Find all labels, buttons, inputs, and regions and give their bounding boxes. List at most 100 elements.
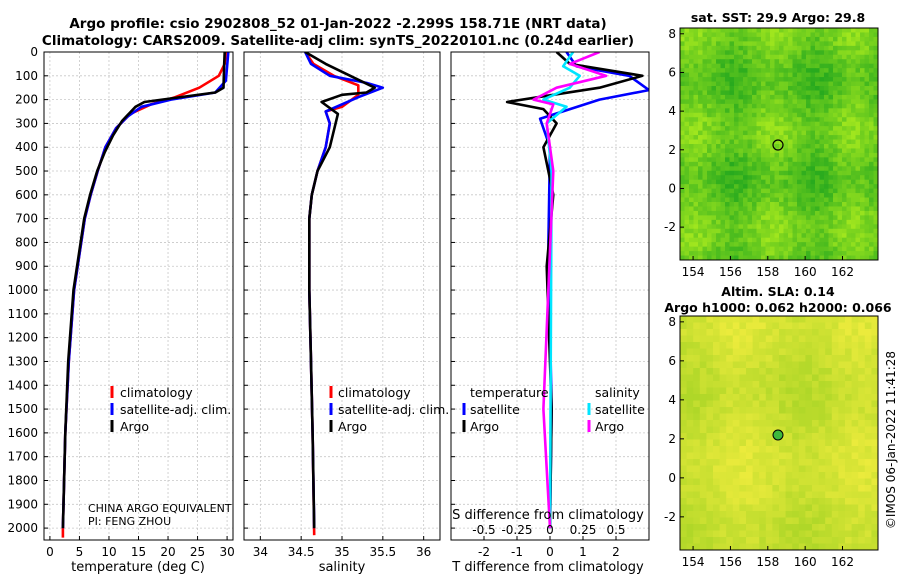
heatmap-cell <box>689 237 694 243</box>
heatmap-cell <box>818 465 826 473</box>
heatmap-cell <box>693 215 699 221</box>
heatmap-cell <box>788 77 793 82</box>
heatmap-cell <box>732 426 740 434</box>
heatmap-cell <box>752 157 757 163</box>
heatmap-cell <box>743 28 748 33</box>
heatmap-cell <box>779 45 784 51</box>
heatmap-cell <box>797 108 802 114</box>
heatmap-cell <box>828 144 834 149</box>
float-location-marker <box>772 429 784 441</box>
heatmap-cell <box>716 202 721 207</box>
heatmap-cell <box>873 94 879 100</box>
heatmap-cell <box>851 400 859 408</box>
heatmap-cell <box>719 491 727 499</box>
heatmap-cell <box>680 63 685 69</box>
heatmap-cell <box>845 491 852 499</box>
heatmap-cell <box>693 446 701 453</box>
heatmap-cell <box>765 355 773 362</box>
heatmap-cell <box>713 511 720 518</box>
heatmap-cell <box>864 148 870 154</box>
heatmap-cell <box>828 50 834 56</box>
heatmap-cell <box>783 161 789 167</box>
heatmap-cell <box>815 202 820 207</box>
map-y-tick-label: 8 <box>668 315 676 329</box>
heatmap-cell <box>797 68 802 74</box>
heatmap-cell <box>698 246 703 252</box>
heatmap-cell <box>738 193 744 198</box>
heatmap-cell <box>864 504 872 512</box>
heatmap-cell <box>698 86 703 91</box>
heatmap-cell <box>833 112 838 118</box>
heatmap-cell <box>689 81 694 87</box>
heatmap-cell <box>743 41 748 47</box>
heatmap-cell <box>734 161 739 167</box>
heatmap-cell <box>732 524 740 531</box>
heatmap-cell <box>693 161 699 167</box>
heatmap-cell <box>739 504 747 512</box>
heatmap-cell <box>729 81 735 87</box>
heatmap-cell <box>851 517 859 525</box>
heatmap-cell <box>756 148 762 154</box>
heatmap-cell <box>864 316 872 323</box>
heatmap-cell <box>792 446 800 453</box>
heatmap-cell <box>797 50 802 56</box>
heatmap-cell <box>828 28 834 33</box>
heatmap-cell <box>747 242 753 248</box>
heatmap-cell <box>810 45 816 51</box>
heatmap-cell <box>693 381 701 388</box>
heatmap-cell <box>806 54 811 60</box>
heatmap-cell <box>783 59 789 65</box>
heatmap-cell <box>680 121 685 127</box>
heatmap-cell <box>680 342 687 349</box>
heatmap-cell <box>772 452 780 460</box>
heatmap-cell <box>792 348 800 356</box>
heatmap-cell <box>828 233 834 239</box>
heatmap-cell <box>783 144 789 149</box>
heatmap-cell <box>785 511 793 518</box>
heatmap-cell <box>837 179 843 185</box>
heatmap-cell <box>864 72 870 78</box>
heatmap-cell <box>720 219 726 225</box>
heatmap-cell <box>684 94 690 100</box>
y-tick-label: 1100 <box>7 307 38 321</box>
heatmap-cell <box>734 219 739 225</box>
heatmap-cell <box>752 175 757 181</box>
heatmap-cell <box>774 202 780 207</box>
heatmap-cell <box>747 188 753 194</box>
heatmap-cell <box>810 135 816 140</box>
heatmap-cell <box>842 197 847 203</box>
heatmap-cell <box>693 197 699 203</box>
heatmap-cell <box>774 94 780 100</box>
heatmap-cell <box>798 459 806 466</box>
heatmap-cell <box>797 152 802 158</box>
heatmap-cell <box>713 472 720 479</box>
heatmap-cell <box>864 41 870 47</box>
heatmap-cell <box>698 121 703 127</box>
heatmap-cell <box>792 504 800 512</box>
heatmap-cell <box>792 498 800 505</box>
heatmap-cell <box>788 215 793 221</box>
heatmap-cell <box>798 374 806 382</box>
heatmap-cell <box>833 59 838 65</box>
heatmap-cell <box>783 152 789 158</box>
heatmap-cell <box>783 184 789 190</box>
heatmap-cell <box>846 63 852 69</box>
heatmap-cell <box>801 197 807 203</box>
float-location-marker <box>772 139 784 151</box>
heatmap-cell <box>792 329 800 336</box>
heatmap-cell <box>693 478 701 486</box>
heatmap-cell <box>726 413 734 421</box>
heatmap-cell <box>797 126 802 132</box>
heatmap-cell <box>729 188 735 194</box>
heatmap-cell <box>788 90 793 96</box>
heatmap-cell <box>686 446 694 453</box>
heatmap-cell <box>680 387 687 395</box>
heatmap-cell <box>684 77 690 82</box>
heatmap-cell <box>838 537 846 544</box>
heatmap-cell <box>747 45 753 51</box>
heatmap-cell <box>864 452 872 460</box>
heatmap-cell <box>855 59 861 65</box>
heatmap-cell <box>851 361 859 369</box>
heatmap-cell <box>693 368 701 375</box>
heatmap-cell <box>686 322 694 330</box>
